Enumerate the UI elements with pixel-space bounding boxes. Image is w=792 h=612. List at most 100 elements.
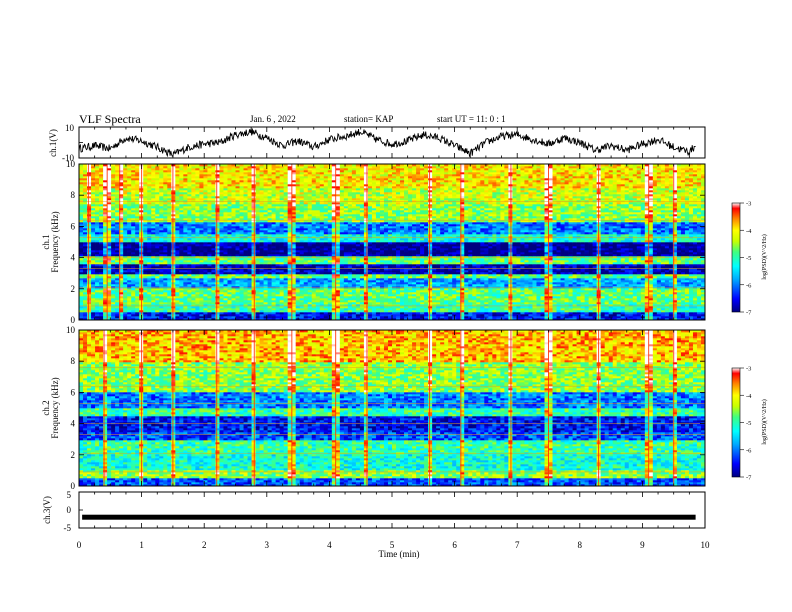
ch1-spectrogram-cell xyxy=(440,308,444,310)
ch1-spectrogram-cell xyxy=(87,292,91,294)
ch1-spectrogram-cell xyxy=(143,308,147,310)
ch1-spectrogram-cell xyxy=(183,294,187,296)
ch1-spectrogram-cell xyxy=(561,274,565,276)
ch1-spectrogram-cell xyxy=(516,310,520,312)
ch1-spectrogram-cell xyxy=(163,264,167,266)
ch1-spectrogram-cell xyxy=(199,292,203,294)
ch1-spectrogram-cell xyxy=(536,278,540,280)
ch1-spectrogram-cell xyxy=(143,296,147,298)
ch1-spectrogram-cell xyxy=(187,308,191,310)
ch1-spectrogram-cell xyxy=(264,302,268,304)
ch1-spectrogram-cell xyxy=(280,300,284,302)
ch1-spectrogram-cell xyxy=(577,276,581,278)
ch1-spectrogram-cell xyxy=(504,292,508,294)
ch1-spectrogram-cell xyxy=(464,290,468,292)
ch1-spectrogram-cell xyxy=(219,310,223,312)
ch1-spectrogram-cell xyxy=(613,274,617,276)
ch1-spectrogram-cell xyxy=(621,310,625,312)
ch1-spectrogram-cell xyxy=(227,262,231,264)
ch1-spectrogram-cell xyxy=(211,264,215,266)
ch1-spectrogram-cell xyxy=(183,256,187,258)
ch1-spectrogram-cell xyxy=(175,260,179,262)
ch1-spectrogram-cell xyxy=(360,288,364,290)
ch1-spectrogram-cell xyxy=(316,310,320,312)
ch1-spectrogram-cell xyxy=(111,260,115,262)
ch1-spectrogram-cell xyxy=(677,262,681,264)
ch1-spectrogram-cell xyxy=(348,270,352,272)
ch1-spectrogram-cell xyxy=(468,258,472,260)
ch1-spectrogram-cell xyxy=(536,300,540,302)
ch1-spectrogram-cell xyxy=(400,302,404,304)
ch1-spectrogram-cell xyxy=(372,296,376,298)
ch1-spectrogram-cell xyxy=(428,258,432,260)
ch1-spectrogram-cell xyxy=(296,270,300,272)
ch1-spectrogram-cell xyxy=(484,262,488,264)
ch1-spectrogram-cell xyxy=(577,302,581,304)
ch1-spectrogram-cell xyxy=(207,260,211,262)
ch1-spectrogram-cell xyxy=(400,284,404,286)
ch1-spectrogram-cell xyxy=(685,310,689,312)
ch1-spectrogram-cell xyxy=(697,274,701,276)
ch1-spectrogram-cell xyxy=(528,296,532,298)
ch1-spectrogram-cell xyxy=(244,282,248,284)
ch1-spectrogram-cell xyxy=(536,312,540,314)
ch1-spectrogram-cell xyxy=(344,292,348,294)
ch1-spectrogram-cell xyxy=(312,298,316,300)
ch1-spectrogram-cell xyxy=(223,256,227,258)
ch1-spectrogram-cell xyxy=(681,312,685,314)
ch1-spectrogram-cell xyxy=(191,262,195,264)
ch1-spectrogram-cell xyxy=(268,302,272,304)
ch1-spectrogram-cell xyxy=(444,278,448,280)
ch1-spectrogram-cell xyxy=(155,262,159,264)
ch1-spectrogram-cell xyxy=(300,306,304,308)
ch1-spectrogram-cell xyxy=(536,316,540,318)
ch1-spectrogram-cell xyxy=(352,266,356,268)
ch1-spectrogram-cell xyxy=(452,294,456,296)
ch1-spectrogram-cell xyxy=(472,270,476,272)
ch1-spectrogram-cell xyxy=(689,262,693,264)
ch1-spectrogram-cell xyxy=(324,264,328,266)
ch1-spectrogram-cell xyxy=(561,310,565,312)
ch1-spectrogram-cell xyxy=(308,258,312,260)
ch1-spectrogram-cell xyxy=(328,282,332,284)
ch1-spectrogram-cell xyxy=(179,314,183,316)
ch1-spectrogram-cell xyxy=(540,298,544,300)
ch1-spectrogram-cell xyxy=(316,298,320,300)
ch1-spectrogram-cell xyxy=(512,294,516,296)
ch1-spectrogram-cell xyxy=(183,300,187,302)
ch1-spectrogram-cell xyxy=(187,262,191,264)
ch1-spectrogram-cell xyxy=(609,290,613,292)
ch1-spectrogram-cell xyxy=(424,274,428,276)
ch1-spectrogram-cell xyxy=(320,282,324,284)
ch1-spectrogram-cell xyxy=(352,282,356,284)
ch1-spectrogram-cell xyxy=(581,274,585,276)
ch1-spectrogram-cell xyxy=(424,266,428,268)
ch1-spectrogram-cell xyxy=(215,314,219,316)
ch1-spectrogram-cell xyxy=(131,316,135,318)
ch1-spectrogram-cell xyxy=(661,278,665,280)
ch1-spectrogram-cell xyxy=(376,272,380,274)
ch1-spectrogram-cell xyxy=(127,256,131,258)
ch1-ylabel: ch.1(V) xyxy=(48,129,58,157)
ch1-spectrogram-cell xyxy=(240,274,244,276)
ch1-spectrogram-cell xyxy=(111,292,115,294)
ch1-spectrogram-cell xyxy=(296,312,300,314)
ch1-spectrogram-cell xyxy=(376,262,380,264)
ch1-spectrogram-cell xyxy=(252,266,256,268)
ch1-spectrogram-cell xyxy=(304,298,308,300)
ch1-spectrogram-cell xyxy=(264,306,268,308)
ch1-spectrogram-cell xyxy=(276,296,280,298)
ch1-spectrogram-cell xyxy=(316,282,320,284)
ch1-spectrogram-cell xyxy=(175,294,179,296)
ch1-spectrogram-cell xyxy=(569,262,573,264)
ch1-spectrogram-cell xyxy=(657,270,661,272)
ch1-spectrogram-cell xyxy=(436,258,440,260)
ch1-spectrogram-cell xyxy=(151,290,155,292)
ch1-spectrogram-cell xyxy=(577,310,581,312)
ch1-spectrogram-cell xyxy=(524,292,528,294)
ch1-spectrogram-cell xyxy=(428,288,432,290)
ch1-spectrogram-cell xyxy=(163,272,167,274)
ch1-spectrogram-cell xyxy=(633,276,637,278)
ch1-spectrogram-cell xyxy=(392,294,396,296)
ch1-spectrogram-cell xyxy=(187,264,191,266)
